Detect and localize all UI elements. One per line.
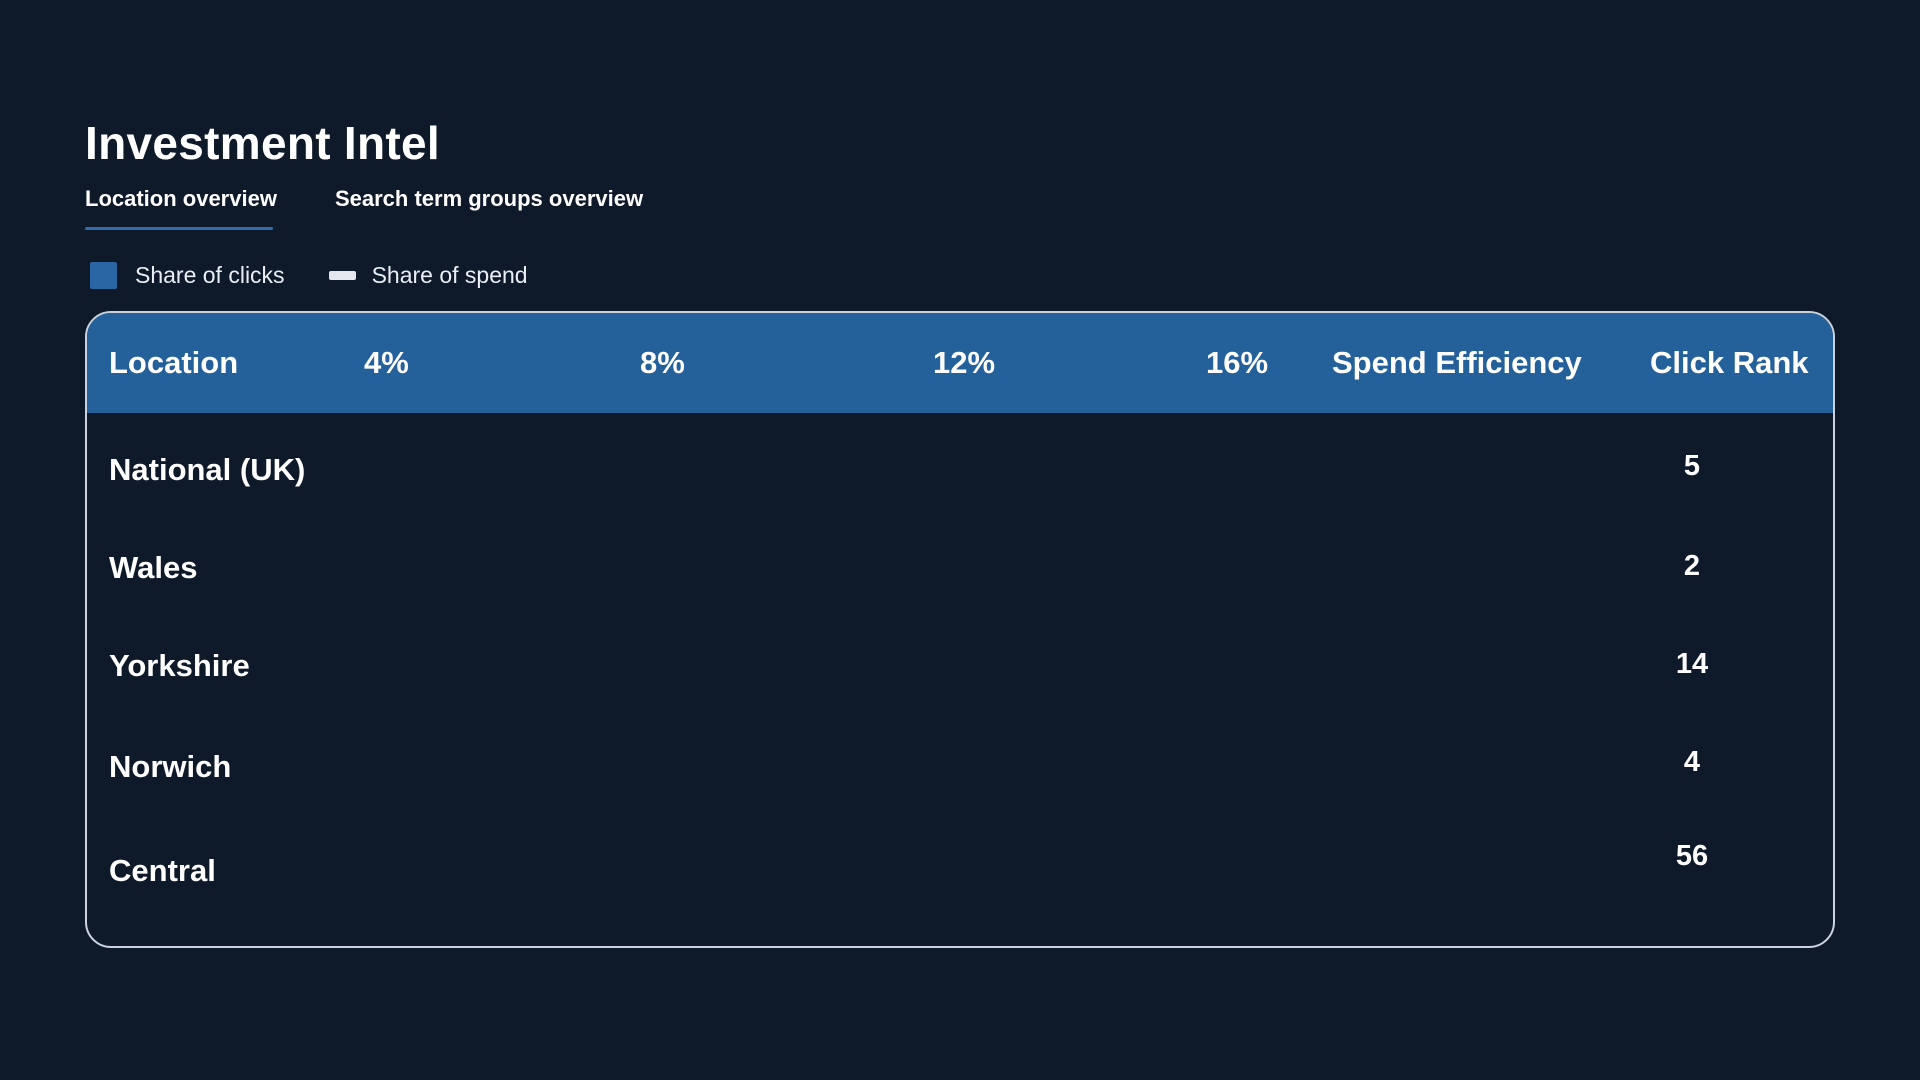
table-row[interactable]: Central 56 (87, 840, 1833, 913)
row-location: Norwich (109, 749, 232, 784)
share-of-clicks-label: Share of clicks (135, 262, 285, 288)
table-row[interactable]: Norwich 4 (87, 746, 1833, 809)
row-click-rank: 4 (1683, 746, 1701, 778)
tab-bar: Location overview Search term groups ove… (85, 186, 643, 230)
click-rank-column-header[interactable]: Click Rank (1650, 345, 1809, 380)
table-row[interactable]: National (UK) 5 (87, 450, 1833, 512)
tab-location-overview[interactable]: Location overview (85, 186, 277, 230)
location-table: Location 4% 8% 12% 16% Spend Efficiency … (85, 311, 1835, 948)
axis-tick-8: 8% (640, 345, 685, 380)
app-title: Investment Intel (85, 117, 440, 169)
chart-legend: Share of clicks Share of spend (90, 262, 572, 289)
row-location: Wales (109, 550, 198, 585)
row-click-rank: 56 (1675, 840, 1709, 872)
axis-tick-4: 4% (364, 345, 409, 380)
row-location: National (UK) (109, 452, 306, 487)
row-location: Central (109, 853, 216, 888)
legend-item-share-of-clicks: Share of clicks (90, 262, 285, 289)
row-click-rank: 14 (1675, 648, 1709, 680)
spend-efficiency-column-header[interactable]: Spend Efficiency (1332, 345, 1582, 380)
row-click-rank: 2 (1683, 550, 1701, 582)
row-location: Yorkshire (109, 648, 250, 683)
tab-search-term-groups-overview[interactable]: Search term groups overview (334, 186, 644, 211)
table-row[interactable]: Yorkshire 14 (87, 648, 1833, 708)
axis-tick-16: 16% (1206, 345, 1269, 380)
share-of-clicks-swatch (90, 262, 117, 289)
table-header-row: Location 4% 8% 12% 16% Spend Efficiency … (87, 313, 1833, 413)
legend-item-share-of-spend: Share of spend (328, 262, 528, 289)
share-of-spend-label: Share of spend (371, 262, 528, 288)
location-column-header[interactable]: Location (109, 345, 239, 380)
table-row[interactable]: Wales 2 (87, 550, 1833, 610)
row-click-rank: 5 (1683, 450, 1701, 482)
axis-tick-12: 12% (933, 345, 996, 380)
share-of-spend-swatch (328, 271, 356, 280)
